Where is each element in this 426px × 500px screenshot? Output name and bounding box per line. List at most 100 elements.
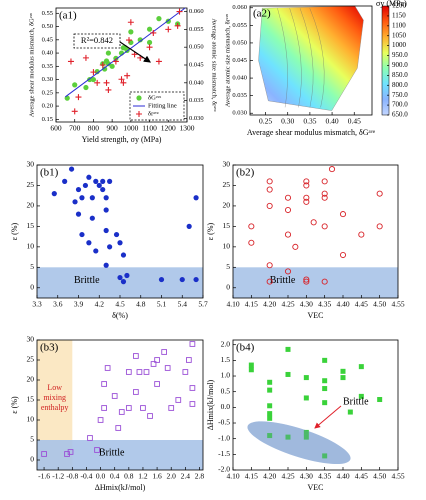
point: [68, 166, 75, 172]
x-tick-label: 4.10: [226, 472, 239, 481]
x-tick-label: 4.55: [391, 300, 404, 309]
point: [179, 276, 185, 283]
x-tick-label: 3.6: [53, 300, 63, 309]
legend-swatch: [136, 95, 142, 101]
x-tick-label: 0.35: [303, 117, 316, 126]
point: [100, 178, 106, 184]
x-tick-label: -0.8: [66, 472, 78, 481]
point: [103, 207, 109, 213]
point: [117, 240, 123, 246]
point: [321, 194, 328, 201]
x-tick-label: -1.2: [52, 472, 64, 481]
point: [248, 239, 255, 246]
brittle-overlay: [247, 421, 351, 465]
y-tick-label: 0.045: [232, 57, 247, 64]
x-tick-label: 5.4: [178, 300, 188, 309]
colorbar-title: σy (MPa): [376, 0, 407, 8]
point: [310, 219, 317, 226]
point: [266, 202, 273, 209]
point: [147, 413, 153, 419]
x-tick-label: 4.2: [95, 300, 105, 309]
point: [285, 346, 291, 352]
y-tick-label: 0.15: [42, 116, 53, 123]
x-axis-label: ΔHmix(kJ/mol): [95, 483, 146, 492]
region-label: Brittle: [270, 275, 296, 286]
point: [267, 387, 273, 393]
point: [182, 369, 189, 375]
point: [303, 429, 309, 435]
point: [321, 223, 328, 230]
x-tick-label: 4.45: [355, 472, 368, 481]
fit-line: [65, 7, 186, 98]
point: [140, 405, 146, 411]
annotation: R²=0.842: [81, 35, 113, 45]
point: [376, 223, 383, 230]
plot-frame: [232, 164, 399, 299]
colorbar-tick-label: 1000: [392, 41, 407, 49]
y-tick-label: 0.30: [42, 76, 53, 83]
y-tick-label: 25: [223, 180, 231, 189]
x-tick-label: 4.45: [355, 300, 368, 309]
y-tick-label: 10: [27, 242, 35, 251]
point: [168, 405, 175, 411]
point: [189, 385, 196, 391]
contour-line: [277, 8, 288, 108]
point: [358, 364, 364, 370]
brittle-region: [37, 267, 203, 298]
y-tick-label: 0.25: [42, 89, 53, 96]
point: [266, 178, 273, 185]
brittle-region: [247, 421, 351, 465]
point: [248, 367, 254, 373]
point: [137, 37, 143, 43]
point: [322, 357, 328, 363]
point: [186, 357, 192, 363]
x-tick-label: 0.8: [124, 472, 134, 481]
point: [79, 231, 85, 238]
y-tick-label: 0.35: [42, 63, 53, 70]
y-tick-label: 15: [27, 221, 35, 230]
x-tick-label: 4.50: [373, 300, 386, 309]
point: [176, 8, 183, 15]
y-tick-label: 5: [226, 262, 230, 271]
annotation-arrow: [314, 405, 342, 429]
x-tick-label: 600: [50, 124, 62, 133]
x-tick-label: 5.7: [198, 300, 208, 309]
colorbar-tick-label: 850.0: [392, 71, 408, 79]
point: [118, 76, 125, 83]
y-tick-label: 15: [223, 221, 231, 230]
y-tick-label: 1.5: [221, 355, 231, 364]
x-tick-label: 4.15: [245, 472, 258, 481]
y-tick-label: 10: [223, 242, 231, 251]
y-tick-label: 0.040: [232, 75, 247, 82]
point: [267, 415, 273, 421]
region-label: Low: [47, 383, 62, 392]
y-tick-label: 20: [27, 375, 35, 384]
x-tick-label: 0.40: [326, 117, 339, 126]
point: [146, 26, 153, 32]
x-tick-label: 4.40: [336, 300, 349, 309]
y-axis-label: ε (%): [10, 222, 19, 240]
colorbar-tick-label: 950.0: [392, 51, 408, 59]
point: [303, 276, 310, 283]
point: [322, 400, 328, 406]
point: [284, 268, 292, 275]
point: [267, 403, 273, 409]
point: [150, 361, 157, 367]
point: [376, 190, 383, 197]
point: [112, 58, 119, 65]
contour-line: [309, 8, 325, 108]
x-tick-label: 4.25: [281, 300, 294, 309]
x-tick-label: 1.6: [152, 472, 162, 481]
point: [104, 365, 111, 371]
y-tick-label: 5: [30, 435, 34, 444]
point: [86, 240, 92, 246]
point: [100, 186, 106, 193]
y-tick-label: 0.40: [42, 50, 53, 57]
y2-tick-label: 0.030: [189, 115, 204, 122]
point: [124, 272, 130, 279]
point: [105, 61, 111, 67]
point: [284, 231, 292, 238]
y-tick-label: 0.55: [42, 10, 53, 17]
y-tick-label: 0: [226, 282, 230, 291]
y-tick-label: 0.050: [232, 39, 247, 46]
